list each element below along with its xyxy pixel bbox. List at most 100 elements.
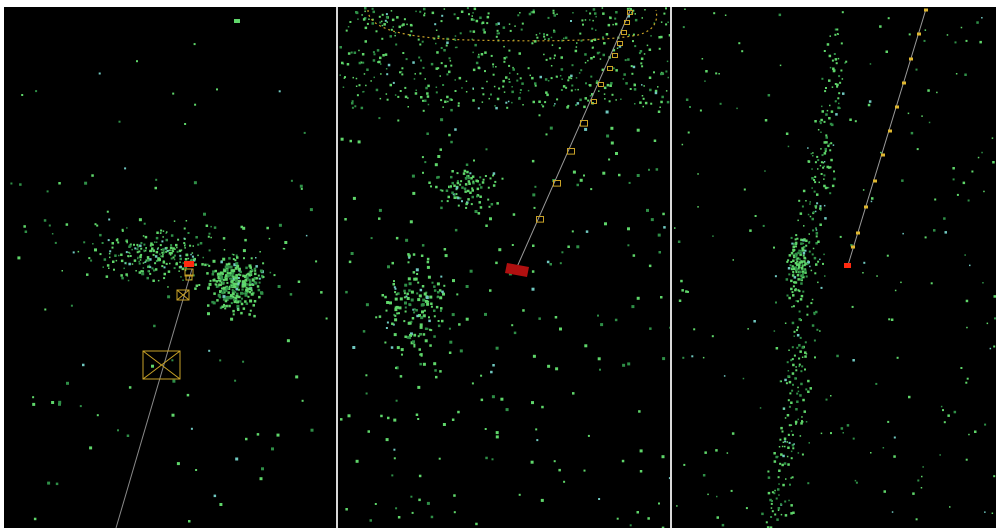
point bbox=[916, 148, 919, 151]
point bbox=[440, 275, 443, 278]
point bbox=[597, 314, 599, 317]
point bbox=[433, 289, 437, 292]
point bbox=[531, 287, 535, 291]
point bbox=[179, 254, 182, 257]
point bbox=[58, 400, 62, 404]
point bbox=[472, 181, 475, 185]
point bbox=[420, 316, 424, 320]
point bbox=[232, 313, 235, 316]
point bbox=[704, 80, 706, 82]
point bbox=[627, 58, 630, 61]
point bbox=[413, 334, 416, 337]
point bbox=[779, 462, 782, 465]
point bbox=[410, 495, 413, 498]
point bbox=[965, 39, 968, 42]
viewport-side[interactable] bbox=[672, 7, 996, 528]
point bbox=[795, 408, 798, 411]
viewport-top[interactable] bbox=[338, 7, 670, 528]
point bbox=[579, 98, 582, 102]
point bbox=[403, 320, 406, 323]
point bbox=[382, 54, 385, 57]
point bbox=[633, 88, 637, 91]
point bbox=[837, 97, 840, 100]
point bbox=[384, 341, 387, 344]
point bbox=[532, 193, 536, 197]
point bbox=[511, 86, 513, 88]
point bbox=[650, 102, 653, 105]
viewport-divider[interactable] bbox=[670, 7, 672, 528]
point bbox=[798, 290, 801, 293]
point bbox=[218, 279, 220, 282]
point bbox=[151, 247, 154, 250]
point bbox=[660, 100, 663, 104]
point bbox=[404, 301, 407, 305]
point bbox=[420, 353, 423, 356]
point bbox=[197, 243, 200, 246]
point bbox=[340, 418, 343, 421]
point bbox=[602, 12, 605, 15]
point bbox=[219, 274, 223, 278]
point bbox=[828, 143, 831, 145]
point bbox=[648, 168, 650, 171]
point bbox=[982, 282, 984, 284]
point bbox=[636, 128, 640, 132]
point bbox=[430, 62, 434, 66]
point bbox=[570, 77, 573, 80]
point bbox=[385, 13, 388, 16]
point bbox=[507, 100, 510, 103]
point bbox=[890, 318, 894, 321]
point bbox=[992, 161, 995, 164]
point bbox=[639, 449, 643, 453]
point bbox=[666, 100, 670, 104]
point bbox=[534, 40, 537, 43]
point bbox=[942, 409, 944, 412]
point bbox=[767, 470, 770, 473]
point bbox=[660, 21, 663, 23]
point bbox=[599, 58, 602, 60]
point bbox=[385, 15, 389, 19]
point bbox=[410, 30, 413, 33]
point bbox=[297, 280, 301, 283]
point bbox=[139, 259, 142, 261]
point-cloud-canvas-perspective[interactable] bbox=[4, 7, 336, 528]
point bbox=[846, 424, 850, 427]
point bbox=[386, 73, 389, 76]
point bbox=[441, 14, 444, 17]
point bbox=[854, 120, 857, 123]
point-cloud-canvas-top[interactable] bbox=[338, 7, 670, 528]
point bbox=[883, 490, 886, 493]
point bbox=[807, 160, 810, 163]
point bbox=[606, 83, 610, 87]
point bbox=[486, 15, 490, 19]
point bbox=[458, 323, 461, 326]
point bbox=[773, 246, 775, 249]
point bbox=[790, 251, 794, 255]
point bbox=[472, 180, 475, 183]
point bbox=[852, 359, 855, 362]
point bbox=[513, 331, 517, 335]
point bbox=[802, 249, 805, 252]
point bbox=[802, 275, 805, 279]
point bbox=[960, 367, 963, 369]
point bbox=[532, 244, 535, 247]
point bbox=[745, 507, 748, 510]
point bbox=[142, 262, 145, 264]
point bbox=[730, 489, 733, 492]
point bbox=[661, 455, 665, 459]
point bbox=[711, 335, 714, 338]
point bbox=[249, 287, 252, 290]
point bbox=[814, 210, 817, 213]
point bbox=[655, 168, 659, 171]
point bbox=[780, 513, 783, 516]
point bbox=[426, 257, 430, 261]
point bbox=[124, 262, 126, 264]
point bbox=[129, 252, 131, 255]
point bbox=[146, 256, 150, 259]
camera-marker bbox=[873, 179, 877, 183]
point-cloud-canvas-side[interactable] bbox=[672, 7, 996, 528]
point bbox=[345, 29, 348, 32]
viewport-divider[interactable] bbox=[336, 7, 338, 528]
point bbox=[198, 284, 201, 286]
viewport-perspective[interactable] bbox=[4, 7, 336, 528]
point bbox=[128, 251, 130, 254]
